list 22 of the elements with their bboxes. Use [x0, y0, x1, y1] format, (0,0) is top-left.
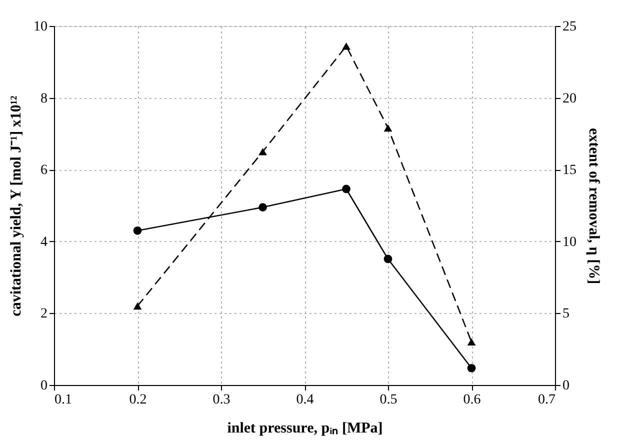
x-tick-label: 0.5	[380, 392, 398, 408]
y2-tick-label: 25	[562, 20, 576, 34]
x-tick-label: 0.4	[296, 392, 314, 408]
y2-tick-label: 15	[562, 163, 576, 178]
y-tick-label: 10	[34, 20, 48, 34]
y-tick-label: 2	[40, 306, 48, 322]
y2-axis-title: extent of removal, η [%]	[586, 128, 602, 284]
x-axis-title: inlet pressure, pᵢₙ [MPa]	[227, 420, 383, 436]
y-tick-label: 4	[40, 234, 48, 250]
y2-tick-label: 20	[562, 91, 576, 106]
y-tick-label: 8	[40, 91, 48, 106]
y-axis-title: cavitational yield, Y [mol J⁻¹] x10¹²	[8, 95, 24, 316]
x-tick-label: 0.2	[129, 392, 147, 408]
y-tick-label: 0	[40, 378, 48, 394]
y2-tick-label: 10	[562, 234, 576, 250]
x-tick-label: 0.3	[212, 392, 230, 408]
x-tick-label: 0.6	[463, 392, 481, 408]
y2-tick-label: 0	[562, 378, 570, 394]
x-tick-label: 0.7	[538, 392, 556, 408]
y2-tick-label: 5	[562, 306, 570, 322]
x-tick-label: 0.1	[54, 392, 72, 408]
y-tick-label: 6	[40, 163, 48, 178]
